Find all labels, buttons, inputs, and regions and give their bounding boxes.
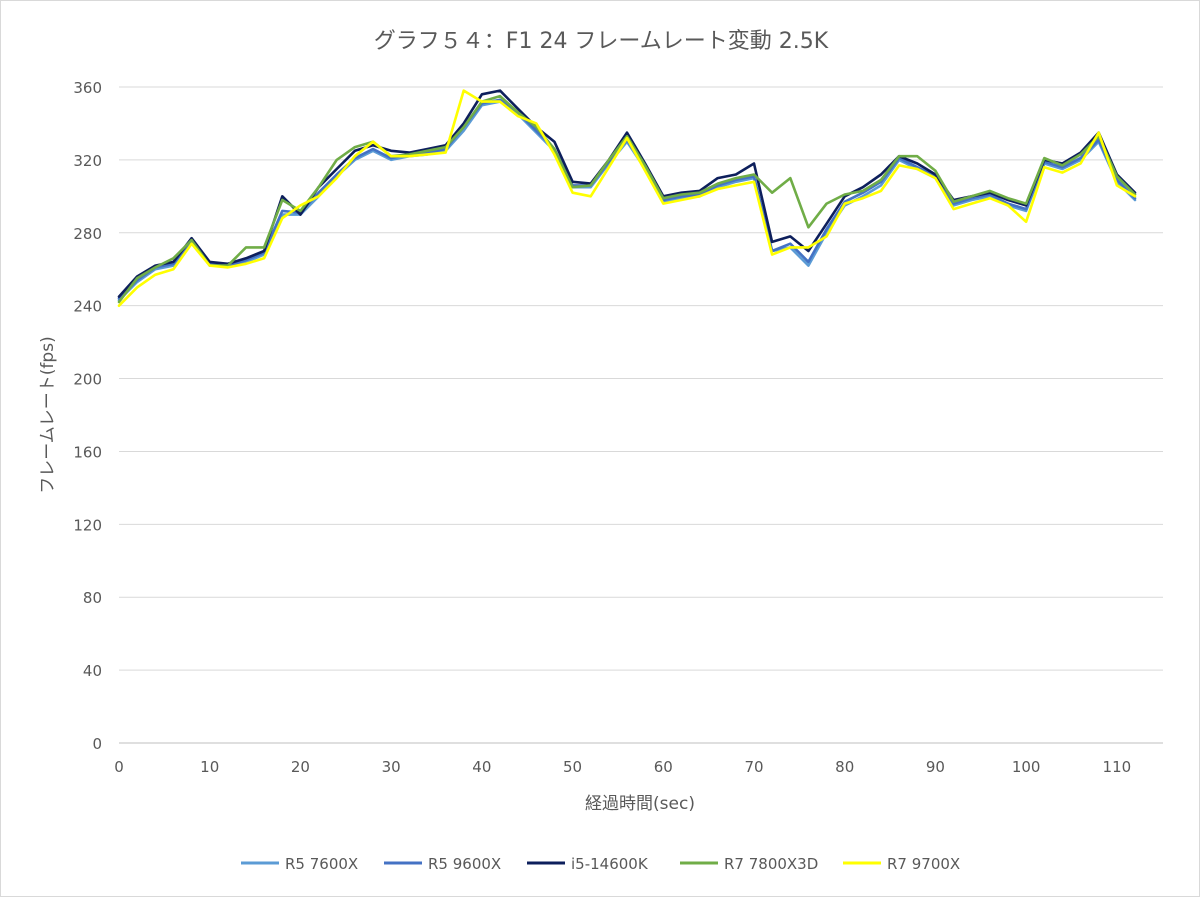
legend-label: i5-14600K: [571, 855, 649, 873]
y-tick-label: 160: [73, 443, 102, 461]
x-tick-label: 80: [835, 758, 854, 776]
y-axis-label: フレームレート(fps): [38, 336, 58, 493]
x-tick-label: 30: [382, 758, 401, 776]
legend-item: R5 7600X: [241, 855, 358, 873]
series-lines: [117, 89, 1137, 308]
series-line-4: [117, 89, 1137, 308]
legend-label: R5 7600X: [285, 855, 358, 873]
x-tick-label: 90: [926, 758, 945, 776]
x-tick-label: 20: [291, 758, 310, 776]
series-line-3: [117, 94, 1137, 304]
x-tick-label: 0: [114, 758, 124, 776]
x-tick-label: 50: [563, 758, 582, 776]
x-axis-tick-labels: 0 10 20 30 40 50 60 70 80 90 100 110: [114, 758, 1131, 776]
legend-item: R7 7800X3D: [680, 855, 818, 873]
y-tick-label: 320: [73, 152, 102, 170]
legend-label: R7 7800X3D: [724, 855, 818, 873]
x-tick-label: 100: [1012, 758, 1041, 776]
legend: R5 7600X R5 9600X i5-14600K R7 7800X3D R7 97…: [241, 855, 960, 873]
x-axis-label: 経過時間(sec): [585, 794, 695, 814]
y-tick-label: 240: [73, 298, 102, 316]
x-tick-label: 40: [472, 758, 491, 776]
y-tick-label: 0: [92, 735, 102, 753]
legend-label: R7 9700X: [887, 855, 960, 873]
y-tick-label: 120: [73, 516, 102, 534]
gridlines: [119, 86, 1163, 744]
legend-item: i5-14600K: [527, 855, 649, 873]
chart-title: グラフ５４：F1 24 フレームレート変動 2.5K: [374, 29, 829, 54]
x-tick-label: 60: [654, 758, 673, 776]
y-tick-label: 360: [73, 79, 102, 97]
legend-label: R5 9600X: [428, 855, 501, 873]
x-tick-label: 70: [744, 758, 763, 776]
legend-item: R5 9600X: [384, 855, 501, 873]
y-tick-label: 200: [73, 371, 102, 389]
y-tick-label: 280: [73, 225, 102, 243]
y-tick-label: 80: [83, 589, 102, 607]
legend-item: R7 9700X: [843, 855, 960, 873]
y-tick-label: 40: [83, 662, 102, 680]
x-tick-label: 10: [200, 758, 219, 776]
y-axis-tick-labels: 0 40 80 120 160 200 240 280 320 360: [73, 79, 102, 753]
x-tick-label: 110: [1103, 758, 1132, 776]
